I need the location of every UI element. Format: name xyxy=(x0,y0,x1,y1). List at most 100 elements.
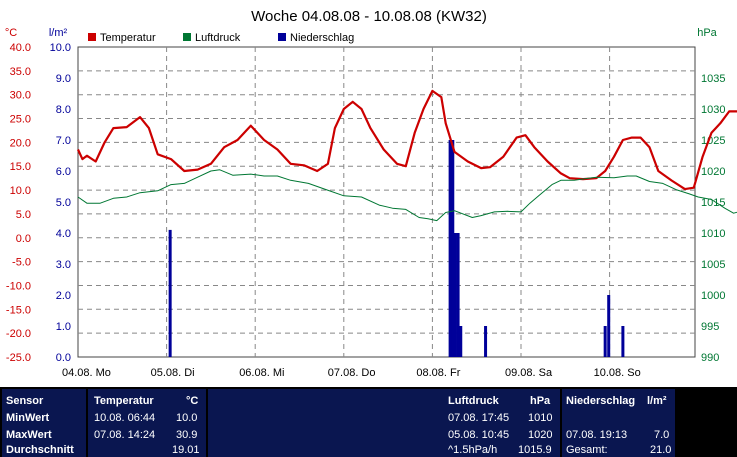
pressure-tick-label: 990 xyxy=(701,352,719,364)
temp-tick-label: -20.0 xyxy=(6,328,31,340)
min-label: MinWert xyxy=(6,412,50,424)
precipitation-bar xyxy=(448,140,452,357)
precip-tick-label: 3.0 xyxy=(56,259,71,271)
temp-tick-label: 5.0 xyxy=(16,209,31,221)
avg-press-trend: ^1.5hPa/h xyxy=(448,444,498,456)
temp-tick-label: 40.0 xyxy=(10,42,31,54)
avg-temp-value: 19.01 xyxy=(172,444,200,456)
precipitation-bar xyxy=(603,326,607,357)
avg-precip-value: 21.0 xyxy=(650,444,672,456)
temp-tick-label: -5.0 xyxy=(12,257,31,269)
avg-press-value: 1015.9 xyxy=(518,444,552,456)
x-tick-label: 06.08. Mi xyxy=(239,367,284,379)
header-press-unit: hPa xyxy=(530,395,551,407)
header-temp-unit: °C xyxy=(186,395,199,407)
max-precip-value: 7.0 xyxy=(654,429,670,441)
min-press-time: 07.08. 17:45 xyxy=(448,412,510,424)
precipitation-bar xyxy=(607,295,611,357)
legend-label: Luftdruck xyxy=(195,32,241,44)
temp-tick-label: 25.0 xyxy=(10,114,31,126)
pressure-tick-label: 1010 xyxy=(701,228,725,240)
pressure-tick-label: 1020 xyxy=(701,166,725,178)
min-temp-time: 10.08. 06:44 xyxy=(94,412,156,424)
temp-tick-label: -15.0 xyxy=(6,304,31,316)
precip-tick-label: 8.0 xyxy=(56,104,71,116)
header-niederschlag: Niederschlag xyxy=(566,395,636,407)
pressure-tick-label: 1005 xyxy=(701,259,725,271)
precipitation-bar xyxy=(453,233,457,357)
x-tick-label: 08.08. Fr xyxy=(416,367,460,379)
series-lines xyxy=(77,89,737,222)
precipitation-column xyxy=(562,389,675,457)
pressure-tick-label: 995 xyxy=(701,321,719,333)
x-tick-label: 10.08. So xyxy=(594,367,641,379)
header-luftdruck: Luftdruck xyxy=(448,395,499,407)
min-press-value: 1010 xyxy=(528,412,553,424)
pressure-tick-label: 1015 xyxy=(701,197,725,209)
max-label: MaxWert xyxy=(6,429,52,441)
min-temp-value: 10.0 xyxy=(176,412,198,424)
legend-label: Temperatur xyxy=(100,32,156,44)
avg-label: Durchschnitt xyxy=(6,444,74,456)
chart-title: Woche 04.08.08 - 10.08.08 (KW32) xyxy=(251,8,487,25)
precip-tick-label: 9.0 xyxy=(56,73,71,85)
precipitation-bars xyxy=(168,140,625,357)
sensor-column xyxy=(2,389,86,457)
weather-chart: Woche 04.08.08 - 10.08.08 (KW32) Tempera… xyxy=(5,8,737,379)
axis-labels: 40.0 35.0 30.0 25.0 20.0 15.0 10.0 5.0 0.0 -5.0 -1… xyxy=(6,42,726,379)
pressure-tick-label: 1000 xyxy=(701,290,725,302)
max-press-time: 05.08. 10:45 xyxy=(448,429,510,441)
precipitation-bar xyxy=(484,326,488,357)
temp-tick-label: -25.0 xyxy=(6,352,31,364)
precip-tick-label: 7.0 xyxy=(56,135,71,147)
precip-tick-label: 1.0 xyxy=(56,321,71,333)
max-precip-time: 07.08. 19:13 xyxy=(566,429,628,441)
precipitation-bar xyxy=(621,326,625,357)
pressure-tick-label: 1030 xyxy=(701,104,725,116)
legend-swatch xyxy=(183,33,191,41)
statistics-table: Sensor Temperatur °C Luftdruck hPa Niede… xyxy=(0,387,737,457)
max-temp-time: 07.08. 14:24 xyxy=(94,429,156,441)
precip-tick-label: 4.0 xyxy=(56,228,71,240)
x-tick-label: 07.08. Do xyxy=(328,367,376,379)
chart-legend: Temperatur Luftdruck Niederschlag xyxy=(88,32,354,44)
temp-tick-label: 20.0 xyxy=(10,137,31,149)
temperature-unit-label: °C xyxy=(5,27,17,39)
temp-tick-label: 35.0 xyxy=(10,66,31,78)
temperature-column xyxy=(88,389,206,457)
max-press-value: 1020 xyxy=(528,429,553,441)
temp-tick-label: -10.0 xyxy=(6,280,31,292)
header-temperatur: Temperatur xyxy=(94,395,154,407)
temp-tick-label: 30.0 xyxy=(10,90,31,102)
precip-tick-label: 10.0 xyxy=(50,42,71,54)
legend-swatch xyxy=(278,33,286,41)
precipitation-bar xyxy=(456,233,460,357)
pressure-tick-label: 1035 xyxy=(701,73,725,85)
x-tick-label: 09.08. Sa xyxy=(505,367,553,379)
grid-lines xyxy=(78,47,695,357)
precipitation-unit-label: l/m² xyxy=(49,27,68,39)
plot-area xyxy=(77,46,696,358)
avg-precip-label: Gesamt: xyxy=(566,444,608,456)
x-tick-label: 04.08. Mo xyxy=(62,367,111,379)
header-precip-unit: l/m² xyxy=(647,395,667,407)
temp-tick-label: 0.0 xyxy=(16,233,31,245)
precipitation-bar xyxy=(451,140,455,357)
temp-tick-label: 10.0 xyxy=(10,185,31,197)
pressure-column xyxy=(208,389,560,457)
precipitation-bar xyxy=(168,229,172,357)
pressure-unit-label: hPa xyxy=(697,27,717,39)
header-sensor: Sensor xyxy=(6,395,44,407)
legend-label: Niederschlag xyxy=(290,32,354,44)
precip-tick-label: 0.0 xyxy=(56,352,71,364)
precipitation-bar xyxy=(459,326,463,357)
x-tick-label: 05.08. Di xyxy=(151,367,195,379)
temperature-line xyxy=(77,89,737,191)
pressure-line xyxy=(77,169,737,222)
precip-tick-label: 2.0 xyxy=(56,290,71,302)
pressure-tick-label: 1025 xyxy=(701,135,725,147)
precip-tick-label: 5.0 xyxy=(56,197,71,209)
precip-tick-label: 6.0 xyxy=(56,166,71,178)
temp-tick-label: 15.0 xyxy=(10,161,31,173)
legend-swatch xyxy=(88,33,96,41)
